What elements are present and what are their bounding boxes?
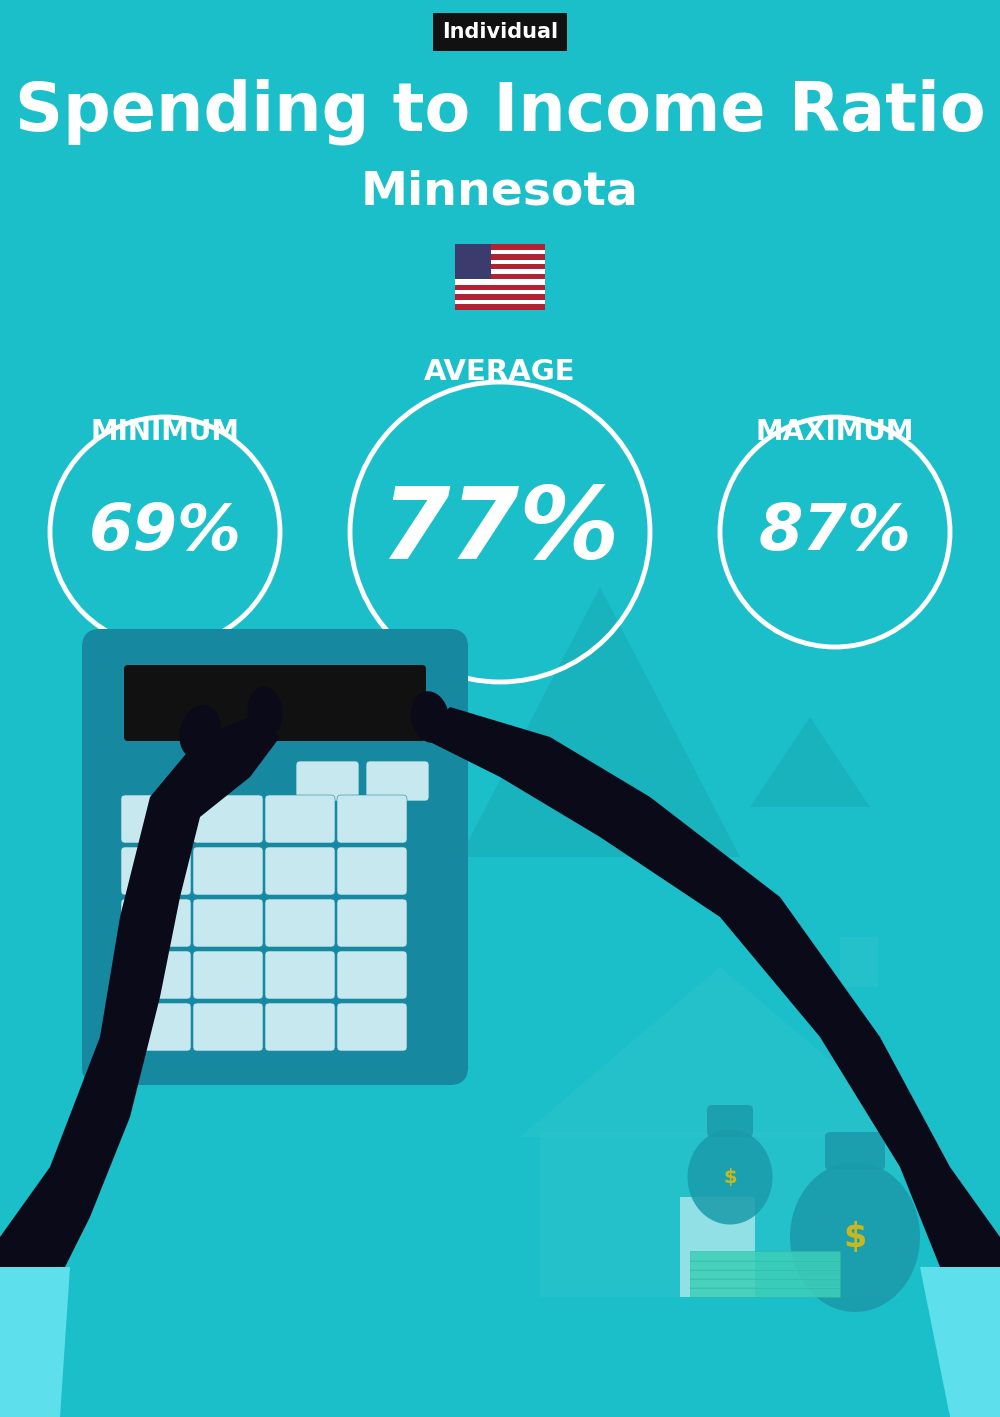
FancyBboxPatch shape xyxy=(265,1003,335,1051)
FancyBboxPatch shape xyxy=(82,629,468,1085)
FancyBboxPatch shape xyxy=(0,707,1000,1417)
FancyBboxPatch shape xyxy=(690,1287,840,1297)
Ellipse shape xyxy=(411,691,449,743)
Polygon shape xyxy=(420,707,1000,1417)
FancyBboxPatch shape xyxy=(455,245,545,249)
FancyBboxPatch shape xyxy=(540,1132,900,1297)
FancyBboxPatch shape xyxy=(455,265,545,269)
Ellipse shape xyxy=(179,704,221,760)
FancyBboxPatch shape xyxy=(455,295,545,299)
Polygon shape xyxy=(320,657,440,786)
FancyBboxPatch shape xyxy=(825,1132,885,1170)
FancyBboxPatch shape xyxy=(707,1105,753,1136)
FancyBboxPatch shape xyxy=(455,305,545,309)
Text: Individual: Individual xyxy=(442,23,558,43)
Text: 77%: 77% xyxy=(380,483,620,581)
FancyBboxPatch shape xyxy=(193,847,263,896)
Text: MINIMUM: MINIMUM xyxy=(90,418,240,446)
FancyBboxPatch shape xyxy=(840,937,878,988)
FancyBboxPatch shape xyxy=(337,847,407,896)
FancyBboxPatch shape xyxy=(265,847,335,896)
FancyBboxPatch shape xyxy=(265,951,335,999)
FancyBboxPatch shape xyxy=(680,1197,755,1297)
Ellipse shape xyxy=(688,1129,772,1224)
Text: 87%: 87% xyxy=(759,502,912,563)
FancyBboxPatch shape xyxy=(455,245,545,309)
FancyBboxPatch shape xyxy=(193,951,263,999)
Polygon shape xyxy=(520,966,920,1136)
Text: $: $ xyxy=(723,1168,737,1186)
FancyBboxPatch shape xyxy=(455,245,491,279)
Ellipse shape xyxy=(790,1162,920,1312)
FancyBboxPatch shape xyxy=(124,665,426,741)
FancyBboxPatch shape xyxy=(121,1003,191,1051)
FancyBboxPatch shape xyxy=(690,1278,840,1288)
FancyBboxPatch shape xyxy=(265,898,335,947)
Text: MAXIMUM: MAXIMUM xyxy=(756,418,914,446)
FancyBboxPatch shape xyxy=(690,1251,840,1261)
Text: Spending to Income Ratio: Spending to Income Ratio xyxy=(15,79,985,146)
FancyBboxPatch shape xyxy=(193,795,263,843)
FancyBboxPatch shape xyxy=(455,255,545,259)
FancyBboxPatch shape xyxy=(690,1270,840,1280)
Text: AVERAGE: AVERAGE xyxy=(424,359,576,385)
Text: Minnesota: Minnesota xyxy=(361,170,639,214)
FancyBboxPatch shape xyxy=(121,847,191,896)
Polygon shape xyxy=(0,717,280,1417)
FancyBboxPatch shape xyxy=(265,795,335,843)
Polygon shape xyxy=(0,1267,70,1417)
FancyBboxPatch shape xyxy=(455,275,545,279)
FancyBboxPatch shape xyxy=(121,951,191,999)
FancyBboxPatch shape xyxy=(337,795,407,843)
FancyBboxPatch shape xyxy=(296,761,359,801)
FancyBboxPatch shape xyxy=(193,898,263,947)
FancyBboxPatch shape xyxy=(366,761,429,801)
FancyBboxPatch shape xyxy=(337,898,407,947)
Text: $: $ xyxy=(843,1220,867,1254)
FancyBboxPatch shape xyxy=(455,285,545,289)
FancyBboxPatch shape xyxy=(121,795,191,843)
FancyBboxPatch shape xyxy=(337,951,407,999)
FancyBboxPatch shape xyxy=(690,1260,840,1270)
Polygon shape xyxy=(920,1267,1000,1417)
Polygon shape xyxy=(460,587,740,857)
FancyBboxPatch shape xyxy=(121,898,191,947)
Polygon shape xyxy=(750,717,870,808)
FancyBboxPatch shape xyxy=(193,1003,263,1051)
Ellipse shape xyxy=(247,687,283,737)
FancyBboxPatch shape xyxy=(337,1003,407,1051)
Text: 69%: 69% xyxy=(88,502,242,563)
